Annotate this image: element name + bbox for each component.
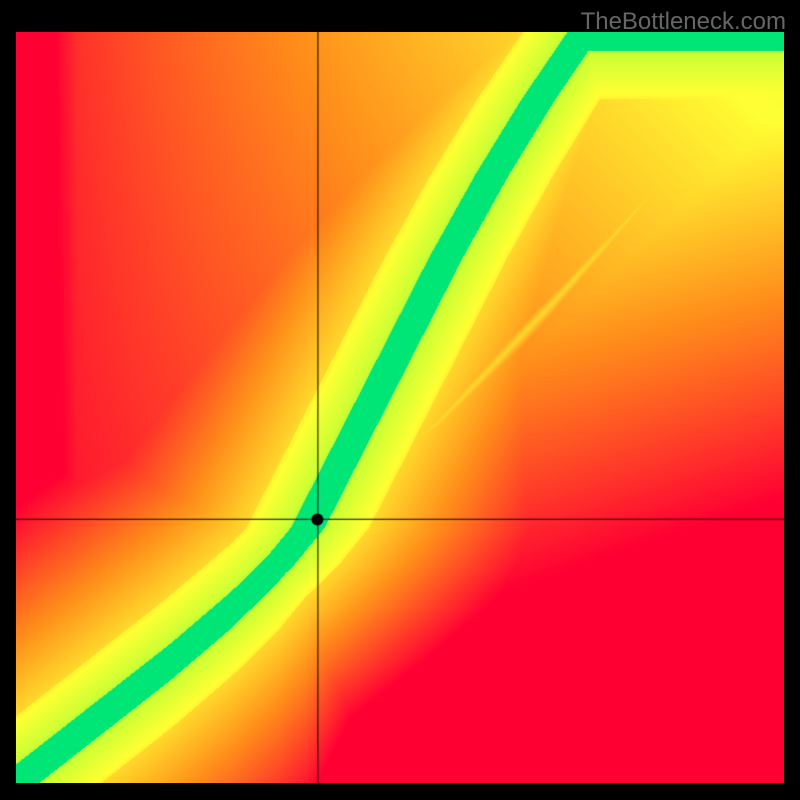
heatmap-canvas <box>16 32 784 783</box>
watermark-text: TheBottleneck.com <box>581 8 786 36</box>
chart-container: TheBottleneck.com <box>0 0 800 800</box>
heatmap-area <box>16 32 784 783</box>
